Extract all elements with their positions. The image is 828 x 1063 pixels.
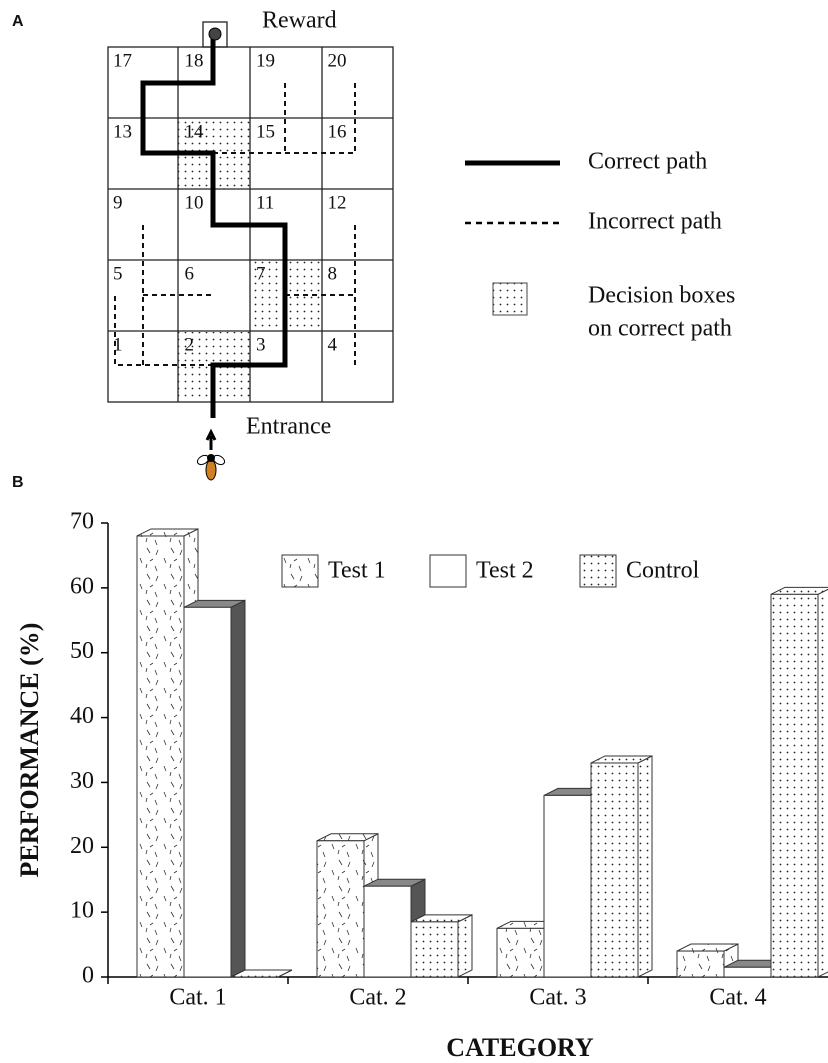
bar [723, 966, 772, 978]
legend-box [492, 282, 528, 316]
bar [676, 950, 725, 978]
correct-path [140, 35, 288, 418]
cell-number: 9 [113, 192, 123, 213]
legend-label: Incorrect path [588, 209, 722, 235]
y-tick-label: 70 [70, 509, 94, 535]
x-tick-label: Cat. 2 [349, 985, 406, 1011]
cell-number: 11 [256, 192, 274, 213]
cell-number: 15 [256, 121, 275, 142]
legend-label: Correct path [588, 149, 707, 175]
bar [136, 535, 185, 978]
cell-number: 6 [185, 263, 195, 284]
legend-label: Control [626, 558, 700, 584]
cell-number: 17 [113, 50, 132, 71]
cell-number: 20 [328, 50, 347, 71]
cell-number: 4 [328, 334, 338, 355]
y-tick-label: 10 [70, 898, 94, 924]
bar [543, 794, 592, 978]
legend-label: Test 1 [328, 558, 386, 584]
reward-label: Reward [262, 8, 337, 34]
bar-side [817, 588, 828, 978]
cell-number: 5 [113, 263, 123, 284]
y-tick-label: 60 [70, 573, 94, 599]
x-tick-label: Cat. 1 [169, 985, 226, 1011]
cell-number: 8 [328, 263, 338, 284]
x-tick-label: Cat. 4 [709, 985, 766, 1011]
x-axis-title: CATEGORY [446, 1033, 594, 1062]
cell-number: 13 [113, 121, 132, 142]
y-tick-label: 0 [82, 963, 94, 989]
incorrect-path [114, 83, 356, 366]
bar [316, 840, 365, 978]
bar [183, 606, 232, 978]
legend-swatch [579, 554, 617, 588]
entrance-label: Entrance [246, 414, 331, 440]
y-tick-label: 20 [70, 833, 94, 859]
cell-number: 10 [185, 192, 204, 213]
bar [770, 593, 819, 978]
reward-marker [208, 27, 222, 41]
legend-label: Test 2 [476, 558, 534, 584]
y-tick-label: 30 [70, 768, 94, 794]
cell-number: 12 [328, 192, 347, 213]
cell-number: 16 [328, 121, 347, 142]
bar-top [770, 586, 828, 595]
maze: Reward Entrance Correct path Incorrect p… [107, 8, 735, 481]
cell-number: 18 [185, 50, 204, 71]
bar [410, 921, 459, 978]
y-tick-label: 40 [70, 703, 94, 729]
bar-side [637, 755, 653, 978]
legend-label: Decision boxes [588, 283, 735, 309]
bar-side [457, 914, 473, 978]
bar-side [230, 599, 246, 978]
cell-number: 19 [256, 50, 275, 71]
y-axis-title: PERFORMANCE (%) [15, 623, 44, 878]
bee-icon [196, 454, 226, 481]
bar [590, 762, 639, 978]
panel-label: A [12, 13, 24, 30]
bar-top [230, 969, 293, 978]
arrow [205, 428, 217, 450]
legend-swatch [429, 554, 467, 588]
legend-swatch [281, 554, 319, 588]
bar [363, 885, 412, 978]
x-tick-label: Cat. 3 [529, 985, 586, 1011]
cell-number: 2 [185, 334, 195, 355]
legend-label: on correct path [588, 316, 732, 342]
cell-number: 14 [185, 121, 205, 142]
bar [496, 927, 545, 978]
panel-label: B [12, 474, 24, 491]
y-tick-label: 50 [70, 638, 94, 664]
cell-number: 7 [256, 263, 266, 284]
cell-number: 1 [113, 334, 123, 355]
cell-number: 3 [256, 334, 266, 355]
